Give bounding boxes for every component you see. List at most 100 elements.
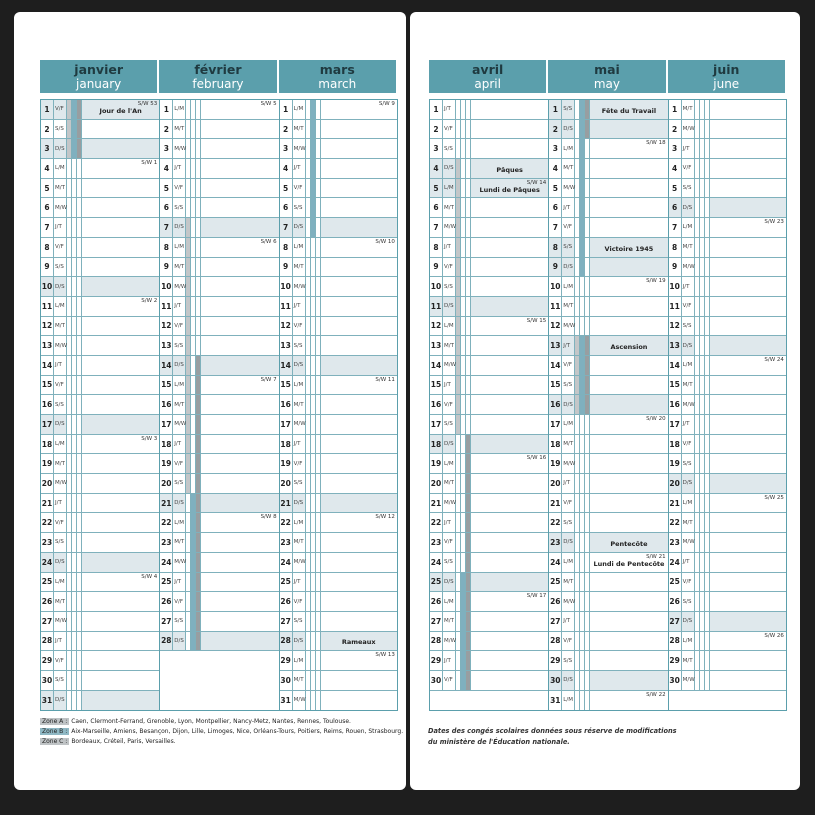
day-note[interactable] (82, 277, 160, 296)
day-row[interactable]: 18 J/T (160, 434, 279, 455)
day-row[interactable]: 27 S/S (279, 611, 397, 632)
day-row[interactable]: 4 V/F (668, 159, 786, 179)
day-row[interactable]: 26 M/T (41, 592, 160, 612)
day-note[interactable] (590, 435, 667, 454)
day-row[interactable]: 3 L/M S/W 18 (549, 139, 668, 160)
day-note[interactable] (201, 159, 278, 178)
day-note[interactable] (710, 415, 786, 434)
day-row[interactable]: 5 L/M S/W 14 Lundi de Pâques (430, 178, 549, 199)
day-row[interactable]: 24 M/W (279, 552, 397, 573)
day-row[interactable]: 20 S/S (160, 474, 279, 494)
day-row[interactable]: 5 V/F (279, 178, 397, 199)
day-note[interactable] (471, 395, 548, 414)
day-note[interactable] (201, 355, 279, 375)
day-row[interactable]: 19 M/T (41, 454, 160, 475)
day-note[interactable] (471, 434, 549, 454)
day-row[interactable]: 9 M/T (160, 257, 279, 278)
day-note[interactable] (201, 612, 278, 631)
day-note[interactable] (321, 612, 397, 631)
day-row[interactable]: 29 S/S (549, 651, 668, 671)
day-row[interactable]: 31 M/W (280, 690, 397, 711)
day-row[interactable]: 2 V/F (430, 119, 549, 140)
day-note[interactable] (471, 238, 548, 257)
day-note[interactable] (201, 120, 278, 139)
day-note[interactable] (321, 474, 397, 493)
day-row[interactable]: 22 L/M S/W 12 (279, 513, 397, 534)
day-note[interactable] (710, 573, 786, 592)
day-note[interactable]: S/W 25 (710, 494, 786, 513)
day-note[interactable] (710, 258, 786, 277)
day-note[interactable]: S/W 13 (321, 651, 397, 670)
day-row[interactable]: 27 D/S (668, 611, 786, 632)
day-note[interactable]: Rameaux (320, 631, 397, 651)
day-row[interactable]: 25 D/S (430, 572, 549, 593)
day-note[interactable] (321, 139, 397, 158)
day-row[interactable]: 13 S/S (279, 336, 397, 356)
day-row[interactable]: 24 J/T (668, 552, 786, 573)
day-note[interactable] (321, 415, 397, 434)
day-row[interactable]: 25 V/F (668, 572, 786, 593)
day-note[interactable] (710, 513, 786, 532)
day-row[interactable]: 22 L/M S/W 8 (160, 513, 279, 534)
day-note[interactable] (710, 533, 786, 552)
day-row[interactable]: 19 S/S (668, 454, 786, 475)
day-note[interactable] (82, 258, 159, 277)
day-row[interactable]: 30 V/F (430, 670, 549, 691)
day-note[interactable]: S/W 8 (201, 513, 278, 532)
day-row[interactable]: 6 D/S (668, 198, 786, 219)
day-row[interactable]: 28 D/S (160, 631, 279, 652)
day-note[interactable] (471, 632, 548, 651)
day-note[interactable] (82, 592, 159, 611)
day-row[interactable]: 5 M/W (549, 178, 668, 199)
day-note[interactable] (321, 592, 397, 611)
day-note[interactable] (320, 493, 397, 513)
day-row[interactable]: 3 M/W (160, 139, 279, 160)
day-row[interactable]: 14 D/S (279, 355, 397, 376)
day-note[interactable]: S/W 11 (321, 376, 397, 395)
day-note[interactable] (201, 435, 278, 454)
day-note[interactable] (82, 395, 159, 414)
day-row[interactable]: 13 J/T Ascension (549, 336, 668, 356)
day-row[interactable]: 24 D/S (41, 552, 160, 573)
day-note[interactable] (82, 612, 159, 631)
day-note[interactable] (82, 179, 159, 198)
day-row[interactable]: 22 M/T (668, 513, 786, 534)
day-row[interactable]: 22 S/S (549, 513, 668, 534)
day-note[interactable] (709, 336, 786, 355)
day-row[interactable]: 8 L/M S/W 10 (279, 237, 397, 258)
day-row[interactable]: 10 M/W (279, 277, 397, 297)
day-note[interactable] (710, 435, 786, 454)
day-row[interactable]: 13 S/S (160, 336, 279, 356)
day-row[interactable]: 19 V/F (160, 454, 279, 475)
day-note[interactable] (710, 651, 786, 670)
day-row[interactable]: 29 M/T (668, 651, 786, 671)
day-note[interactable] (82, 218, 159, 237)
day-note[interactable]: Ascension (590, 336, 668, 355)
day-note[interactable] (82, 552, 160, 572)
day-note[interactable] (471, 415, 548, 434)
day-note[interactable] (201, 218, 279, 237)
day-row[interactable]: 4 D/S Pâques (430, 159, 549, 179)
day-note[interactable] (590, 395, 668, 414)
day-row[interactable]: 23 M/T (279, 533, 397, 553)
day-note[interactable] (471, 277, 548, 296)
day-row[interactable]: 9 V/F (430, 257, 549, 278)
day-row[interactable]: 28 D/S Rameaux (279, 631, 397, 652)
day-row[interactable]: 15 J/T (430, 375, 549, 396)
day-note[interactable] (710, 238, 786, 257)
day-note[interactable] (471, 198, 548, 217)
day-note[interactable] (201, 179, 278, 198)
day-note[interactable]: S/W 20 (590, 415, 667, 434)
day-note[interactable]: S/W 6 (201, 238, 278, 257)
day-row[interactable]: 12 V/F (160, 316, 279, 337)
day-row[interactable]: 4 M/T (549, 159, 668, 179)
day-row[interactable]: 16 V/F (430, 395, 549, 415)
day-note[interactable] (320, 355, 397, 375)
day-row[interactable]: 11 L/M S/W 2 (41, 296, 160, 317)
day-note[interactable] (471, 671, 548, 690)
day-row[interactable]: 9 M/T (279, 257, 397, 278)
day-row[interactable]: 4 J/T (160, 159, 279, 179)
day-row[interactable]: 23 M/T (160, 533, 279, 553)
day-row[interactable]: 28 L/M S/W 26 (668, 631, 786, 652)
day-row[interactable]: 7 D/S (160, 218, 279, 238)
